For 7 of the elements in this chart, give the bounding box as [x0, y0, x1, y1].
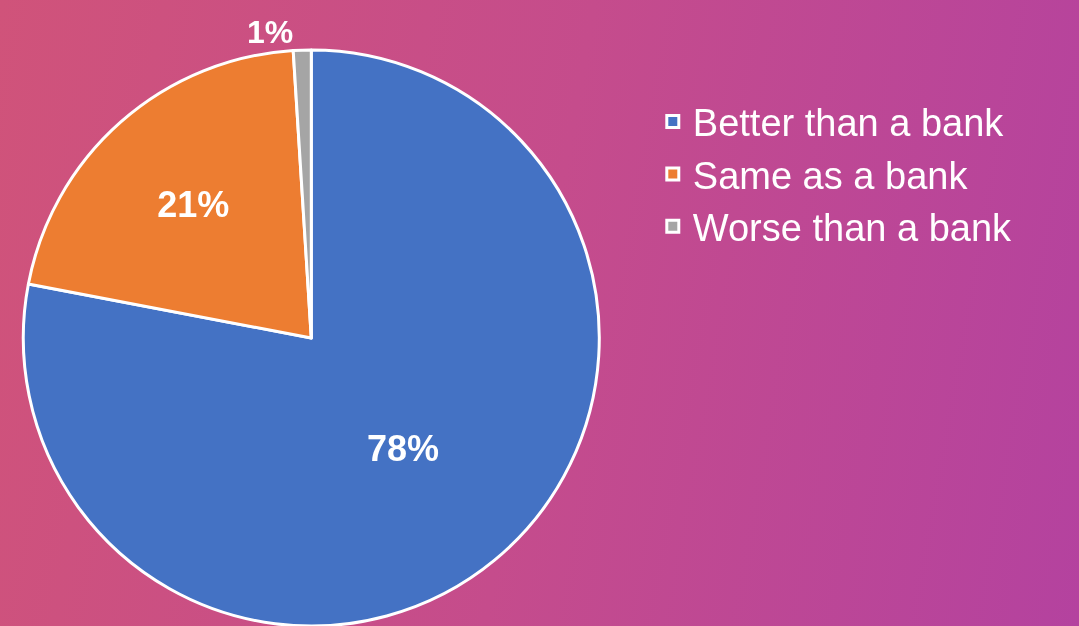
pie-slice	[22, 48, 601, 626]
data-label: 78%	[367, 428, 440, 470]
data-label: 1%	[247, 14, 294, 51]
legend-label: Worse than a bank	[692, 207, 1013, 250]
legend-label: Same as a bank	[692, 154, 969, 197]
legend-label: Better than a bank	[692, 102, 1005, 145]
data-label: 21%	[157, 183, 230, 225]
